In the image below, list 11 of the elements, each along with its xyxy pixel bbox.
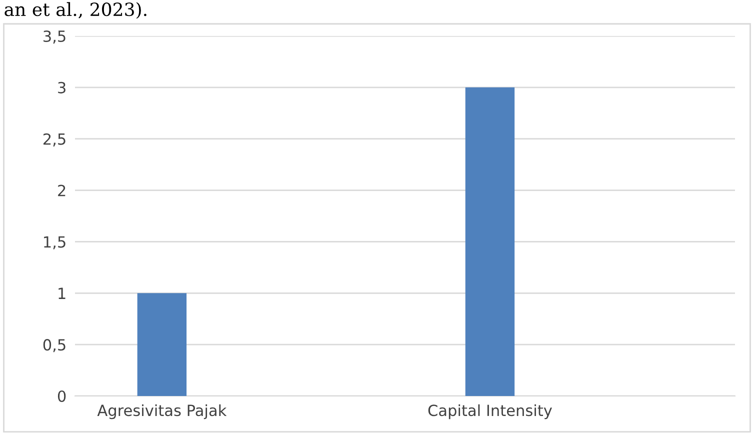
y-tick-label: 3,5 xyxy=(44,30,66,44)
y-tick-label: 2 xyxy=(58,184,66,196)
text: an et al., 2023). xyxy=(4,2,146,19)
y-tick-label: 0,5 xyxy=(43,339,66,352)
x-tick-label: Agresivitas Pajak xyxy=(97,404,227,420)
y-tick-label: 0 xyxy=(58,390,66,402)
y-tick-label: 1 xyxy=(58,288,66,299)
y-tick-label: 1,5 xyxy=(44,236,66,250)
x-tick-label: Capital Intensity xyxy=(428,404,552,420)
y-tick-label: 2,5 xyxy=(43,133,66,146)
y-tick-label: 3 xyxy=(58,82,66,94)
